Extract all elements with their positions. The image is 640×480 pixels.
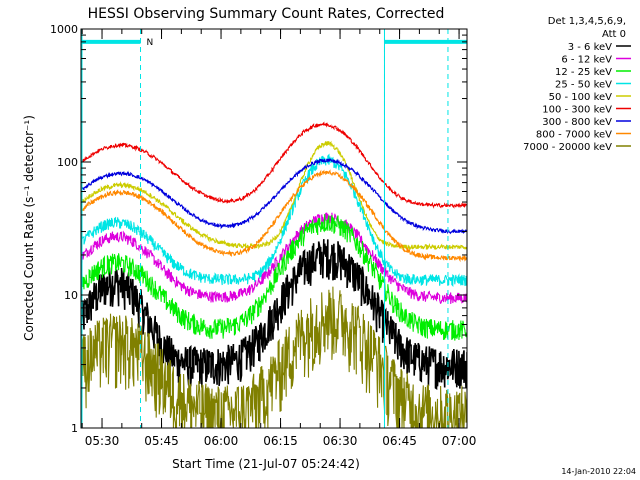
y-tick-label: 1 bbox=[71, 422, 78, 435]
series-group bbox=[81, 121, 467, 428]
series-line bbox=[81, 153, 467, 288]
legend-label: 300 - 800 keV bbox=[542, 117, 612, 128]
x-tick-label: 06:15 bbox=[263, 434, 298, 448]
series-line bbox=[81, 140, 467, 251]
x-axis-label: Start Time (21-Jul-07 05:24:42) bbox=[172, 457, 360, 471]
x-tick-label: 07:00 bbox=[442, 434, 477, 448]
legend: Det 1,3,4,5,6,9, Att 0 3 - 6 keV 6 - 12 keV… bbox=[523, 16, 631, 153]
legend-header: Att 0 bbox=[602, 29, 626, 40]
series-line bbox=[81, 121, 467, 209]
plot-area: N bbox=[81, 29, 467, 428]
series-line bbox=[81, 157, 467, 235]
series-line bbox=[81, 286, 467, 428]
x-tick-label: 05:45 bbox=[144, 434, 179, 448]
series-line bbox=[81, 239, 467, 391]
legend-label: 25 - 50 keV bbox=[555, 80, 612, 91]
y-tick-label: 1000 bbox=[50, 23, 78, 36]
night-band-label: N bbox=[147, 38, 154, 48]
x-tick-label: 06:45 bbox=[382, 434, 417, 448]
y-tick-label: 10 bbox=[64, 289, 78, 302]
y-axis-label: Corrected Count Rate (s⁻¹ detector⁻¹) bbox=[22, 115, 36, 341]
series-line bbox=[81, 169, 467, 263]
series-line bbox=[81, 214, 467, 341]
footer-timestamp: 14-Jan-2010 22:04 bbox=[561, 467, 636, 476]
x-tick-label: 06:30 bbox=[323, 434, 358, 448]
legend-label: 3 - 6 keV bbox=[568, 42, 612, 53]
legend-label: 800 - 7000 keV bbox=[536, 130, 612, 141]
x-tick-label: 06:00 bbox=[204, 434, 239, 448]
legend-header: Det 1,3,4,5,6,9, bbox=[548, 16, 626, 27]
axes: 1 10 100 1000 05:30 05:45 06:00 06:15 06:30 06:45… bbox=[50, 23, 476, 448]
legend-label: 12 - 25 keV bbox=[555, 67, 612, 78]
x-tick-label: 05:30 bbox=[85, 434, 120, 448]
y-tick-label: 100 bbox=[57, 156, 78, 169]
legend-label: 100 - 300 keV bbox=[542, 105, 612, 116]
legend-label: 7000 - 20000 keV bbox=[523, 142, 612, 153]
legend-label: 50 - 100 keV bbox=[549, 92, 613, 103]
plot-frame bbox=[80, 28, 468, 429]
chart-title: HESSI Observing Summary Count Rates, Cor… bbox=[88, 6, 445, 22]
legend-label: 6 - 12 keV bbox=[561, 55, 612, 66]
